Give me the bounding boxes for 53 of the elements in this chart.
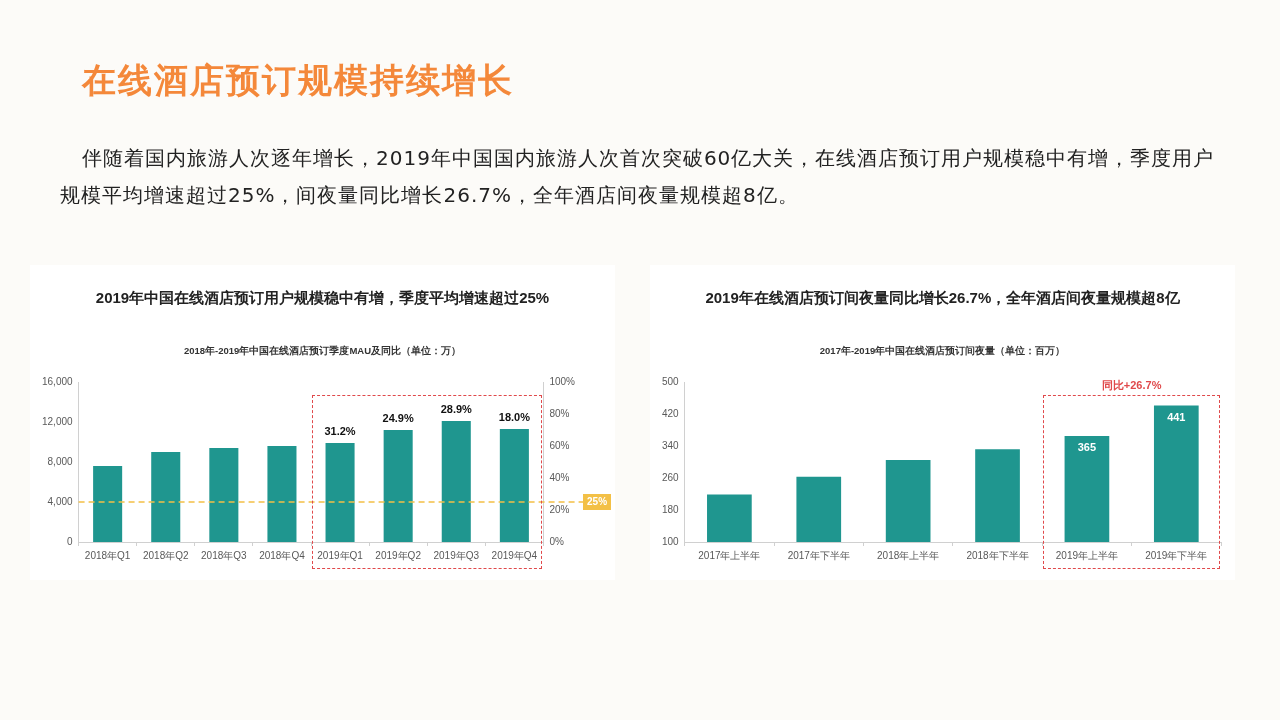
- y2-tick-label: 80%: [549, 407, 570, 419]
- x-tick-label: 2018年上半年: [877, 549, 940, 561]
- text: 在线酒店预订规模持续增长: [82, 60, 514, 101]
- bar: [499, 429, 529, 542]
- y-tick-label: 0: [67, 535, 74, 547]
- annotation: 同比+26.7%: [1101, 379, 1162, 392]
- data-label: 441: [1167, 410, 1186, 423]
- x-tick-label: 2019年Q1: [317, 549, 364, 561]
- y-tick-label: 8,000: [47, 455, 74, 467]
- x-tick-label: 2019年上半年: [1055, 549, 1119, 561]
- y-tick-label: 16,000: [41, 375, 74, 387]
- y2-tick-label: 60%: [549, 439, 570, 451]
- x-tick-label: 2017年上半年: [698, 549, 761, 561]
- bar: [325, 443, 355, 542]
- bar: [151, 452, 181, 542]
- y-tick-label: 260: [662, 471, 680, 483]
- y-tick-label: 100: [662, 535, 680, 547]
- x-tick-label: 2019年下半年: [1145, 549, 1208, 561]
- text: 伴随着国内旅游人次逐年增长，2019年中国国内旅游人次首次突破60亿大关，在线酒店预订用户规模稳中有增，季度用户规模平均增速超过25%，间夜量同比增长26.7%，全年酒店间夜量规模超8亿。: [60, 145, 1216, 209]
- x-tick-label: 2019年Q2: [375, 549, 422, 561]
- annotation: 28.9%: [440, 403, 473, 416]
- bar: [209, 448, 239, 542]
- y-tick-label: 500: [662, 375, 680, 387]
- y-tick-label: 420: [662, 407, 680, 419]
- chart-subtitle: 2017年-2019年中国在线酒店预订间夜量（单位：百万）: [818, 345, 1067, 358]
- chart-title: 2019年中国在线酒店预订用户规模稳中有增，季度平均增速超过25%: [94, 289, 551, 308]
- ref-line-label: 25%: [587, 495, 608, 507]
- x-tick-label: 2017年下半年: [787, 549, 850, 561]
- annotation: 31.2%: [324, 425, 356, 438]
- y2-tick-label: 0%: [549, 535, 564, 547]
- x-tick-label: 2019年Q4: [491, 549, 538, 561]
- x-tick-label: 2018年下半年: [966, 549, 1029, 561]
- y-tick-label: 180: [662, 503, 680, 515]
- y-tick-label: 4,000: [47, 495, 74, 507]
- bar: [267, 446, 297, 542]
- x-tick-label: 2018年Q4: [259, 549, 306, 561]
- data-label: 365: [1077, 441, 1097, 454]
- annotation: 18.0%: [498, 411, 531, 424]
- y2-tick-label: 100%: [549, 375, 576, 387]
- y2-tick-label: 40%: [549, 471, 570, 483]
- x-tick-label: 2018年Q1: [84, 549, 131, 561]
- bar: [441, 421, 471, 542]
- y2-tick-label: 20%: [549, 503, 570, 515]
- y-tick-label: 12,000: [41, 415, 74, 427]
- annotation: 24.9%: [382, 412, 414, 425]
- chart-subtitle: 2018年-2019年中国在线酒店预订季度MAU及同比（单位：万）: [182, 345, 463, 358]
- chart-title: 2019年在线酒店预订间夜量同比增长26.7%，全年酒店间夜量规模超8亿: [704, 289, 1181, 308]
- bar: [93, 466, 123, 542]
- x-tick-label: 2018年Q3: [201, 549, 248, 561]
- bar: [383, 430, 413, 542]
- x-tick-label: 2019年Q3: [433, 549, 480, 561]
- y-tick-label: 340: [662, 439, 680, 451]
- x-tick-label: 2018年Q2: [142, 549, 189, 561]
